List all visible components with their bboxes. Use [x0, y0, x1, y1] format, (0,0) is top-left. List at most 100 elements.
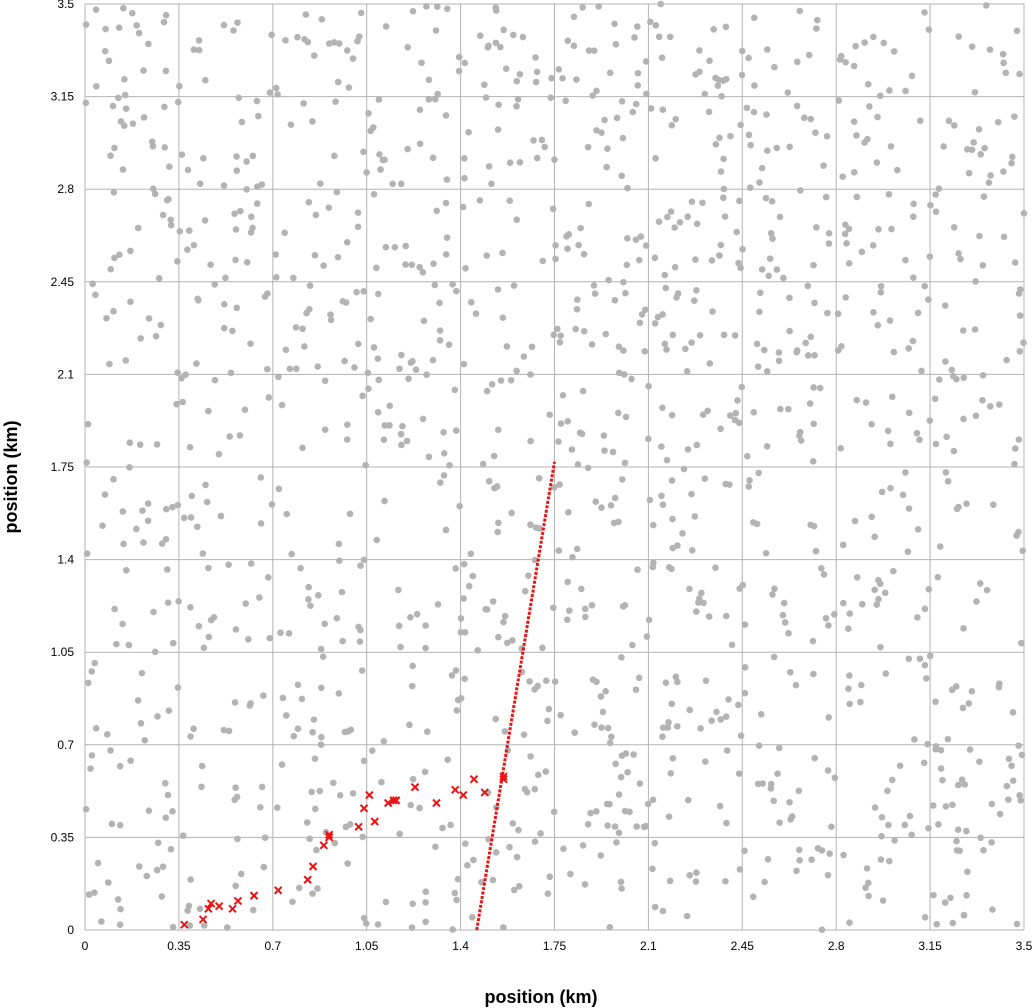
background-point: [508, 509, 515, 517]
background-point: [925, 585, 933, 593]
background-point: [542, 768, 550, 775]
trajectory-point: [459, 790, 468, 800]
background-point: [750, 409, 758, 416]
background-point: [647, 18, 654, 26]
background-point: [187, 876, 194, 883]
background-point: [535, 474, 543, 482]
background-point: [852, 42, 859, 50]
background-point: [706, 57, 713, 65]
background-point: [446, 462, 453, 469]
background-point: [116, 921, 124, 929]
background-point: [734, 397, 741, 404]
background-point: [137, 720, 145, 727]
background-point: [151, 190, 159, 198]
background-point: [706, 360, 714, 367]
background-point: [83, 459, 90, 466]
background-point: [875, 576, 882, 584]
background-point: [632, 236, 640, 244]
background-point: [980, 846, 987, 854]
background-point: [774, 770, 781, 778]
background-point: [893, 166, 901, 174]
background-point: [378, 778, 385, 786]
background-point: [643, 90, 650, 98]
background-point: [972, 412, 980, 420]
background-point: [792, 681, 800, 689]
background-point: [551, 156, 558, 163]
background-point: [642, 242, 650, 249]
background-point: [149, 185, 157, 193]
x-tick-label: 0: [82, 939, 89, 953]
background-point: [261, 834, 269, 841]
background-point: [434, 601, 442, 608]
background-point: [786, 668, 794, 676]
background-point: [485, 477, 493, 485]
background-point: [850, 118, 858, 125]
background-point: [501, 612, 509, 620]
background-point: [795, 787, 803, 795]
background-point: [476, 32, 484, 39]
background-point: [220, 21, 228, 29]
background-point: [327, 311, 334, 318]
background-point: [409, 900, 416, 908]
trajectory-point: [469, 774, 479, 784]
background-point: [199, 154, 207, 162]
background-point: [565, 509, 572, 516]
background-point: [92, 725, 100, 732]
background-point: [910, 213, 917, 220]
background-point: [591, 290, 599, 297]
background-point: [975, 126, 983, 133]
background-point: [166, 163, 173, 170]
background-point: [688, 339, 695, 346]
background-point: [896, 762, 904, 770]
background-point: [343, 436, 351, 443]
background-point: [396, 830, 403, 838]
background-point: [196, 905, 204, 913]
background-point: [176, 228, 184, 235]
background-point: [584, 464, 592, 472]
background-point: [121, 76, 128, 83]
background-point: [659, 501, 667, 509]
background-point: [758, 266, 766, 273]
background-point: [713, 708, 720, 716]
background-point: [767, 229, 775, 237]
background-point: [1008, 159, 1015, 167]
background-point: [565, 231, 573, 238]
background-point: [534, 682, 542, 690]
background-point: [321, 377, 329, 385]
background-point: [311, 251, 319, 259]
background-point: [810, 670, 817, 678]
background-point: [546, 873, 554, 881]
background-point: [254, 183, 261, 191]
background-point: [980, 193, 988, 200]
background-point: [499, 314, 507, 321]
background-point: [174, 98, 182, 106]
background-point: [659, 907, 667, 915]
trajectory-point: [319, 841, 328, 850]
background-point: [416, 140, 424, 148]
background-point: [220, 182, 228, 189]
background-point: [634, 23, 641, 30]
background-point: [708, 717, 715, 725]
background-point: [649, 796, 657, 804]
background-point: [335, 690, 343, 697]
background-point: [108, 820, 116, 828]
background-point: [452, 565, 459, 572]
background-point: [282, 346, 290, 354]
background-point: [492, 39, 500, 47]
background-point: [494, 126, 502, 133]
background-point: [987, 403, 994, 410]
background-point: [806, 400, 814, 407]
background-point: [731, 416, 739, 424]
background-point: [439, 824, 446, 832]
background-point: [461, 155, 468, 162]
background-point: [423, 371, 430, 379]
background-point: [302, 11, 310, 18]
background-point: [557, 711, 564, 719]
background-point: [195, 622, 203, 630]
background-point: [766, 255, 774, 262]
background-point: [416, 263, 423, 271]
background-point: [335, 557, 343, 565]
background-point: [762, 549, 770, 557]
background-point: [810, 261, 817, 269]
background-point: [824, 871, 832, 879]
